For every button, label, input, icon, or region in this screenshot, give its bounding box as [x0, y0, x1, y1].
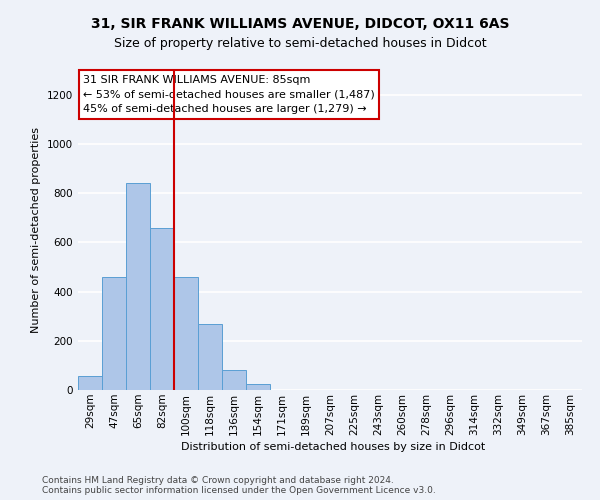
- Bar: [198, 324, 222, 390]
- Text: Size of property relative to semi-detached houses in Didcot: Size of property relative to semi-detach…: [113, 38, 487, 51]
- Text: Distribution of semi-detached houses by size in Didcot: Distribution of semi-detached houses by …: [181, 442, 485, 452]
- Bar: [150, 228, 174, 390]
- Bar: [102, 277, 126, 390]
- Text: 31 SIR FRANK WILLIAMS AVENUE: 85sqm
← 53% of semi-detached houses are smaller (1: 31 SIR FRANK WILLIAMS AVENUE: 85sqm ← 53…: [83, 75, 375, 114]
- Bar: [222, 370, 246, 390]
- Bar: [78, 376, 102, 390]
- Bar: [126, 183, 150, 390]
- Bar: [246, 384, 270, 390]
- Y-axis label: Number of semi-detached properties: Number of semi-detached properties: [31, 127, 41, 333]
- Text: 31, SIR FRANK WILLIAMS AVENUE, DIDCOT, OX11 6AS: 31, SIR FRANK WILLIAMS AVENUE, DIDCOT, O…: [91, 18, 509, 32]
- Text: Contains HM Land Registry data © Crown copyright and database right 2024.
Contai: Contains HM Land Registry data © Crown c…: [42, 476, 436, 495]
- Bar: [174, 277, 198, 390]
